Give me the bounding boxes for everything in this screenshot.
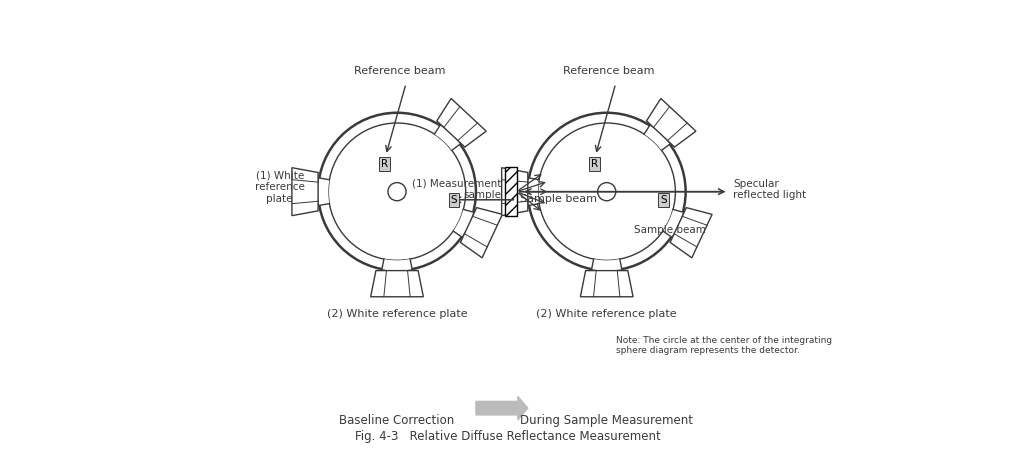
Circle shape: [328, 123, 466, 260]
Text: Baseline Correction: Baseline Correction: [339, 414, 455, 427]
Polygon shape: [663, 209, 683, 237]
Text: R: R: [381, 159, 388, 169]
Text: R: R: [591, 159, 598, 169]
Text: (1) Measurement
sample: (1) Measurement sample: [412, 179, 501, 200]
Polygon shape: [501, 168, 528, 216]
Polygon shape: [528, 178, 539, 205]
Bar: [505, 167, 517, 216]
Polygon shape: [434, 125, 460, 150]
Polygon shape: [647, 98, 696, 147]
Text: Reference beam: Reference beam: [353, 66, 445, 76]
Polygon shape: [370, 271, 423, 297]
Text: (2) White reference plate: (2) White reference plate: [536, 309, 677, 319]
Text: Fig. 4-3   Relative Diffuse Reflectance Measurement: Fig. 4-3 Relative Diffuse Reflectance Me…: [354, 430, 661, 443]
Polygon shape: [461, 207, 502, 258]
Circle shape: [528, 113, 686, 271]
Text: (2) White reference plate: (2) White reference plate: [327, 309, 467, 319]
Polygon shape: [645, 125, 670, 150]
Circle shape: [318, 113, 476, 271]
Text: (1) White
reference
plate: (1) White reference plate: [255, 170, 304, 204]
Text: During Sample Measurement: During Sample Measurement: [521, 414, 693, 427]
Text: S: S: [451, 195, 457, 205]
Polygon shape: [382, 259, 412, 271]
Polygon shape: [670, 207, 713, 258]
Polygon shape: [318, 178, 330, 205]
FancyArrow shape: [476, 396, 528, 420]
Text: Reference beam: Reference beam: [563, 66, 655, 76]
Polygon shape: [436, 98, 486, 147]
Text: S: S: [660, 195, 667, 205]
Polygon shape: [454, 209, 473, 237]
Polygon shape: [592, 259, 622, 271]
Text: Sample beam: Sample beam: [520, 194, 597, 204]
Text: Specular
reflected light: Specular reflected light: [733, 179, 806, 200]
Polygon shape: [581, 271, 633, 297]
Text: Sample beam: Sample beam: [634, 225, 706, 235]
Circle shape: [538, 123, 675, 260]
Text: Note: The circle at the center of the integrating
sphere diagram represents the : Note: The circle at the center of the in…: [616, 336, 832, 355]
Polygon shape: [292, 168, 318, 216]
